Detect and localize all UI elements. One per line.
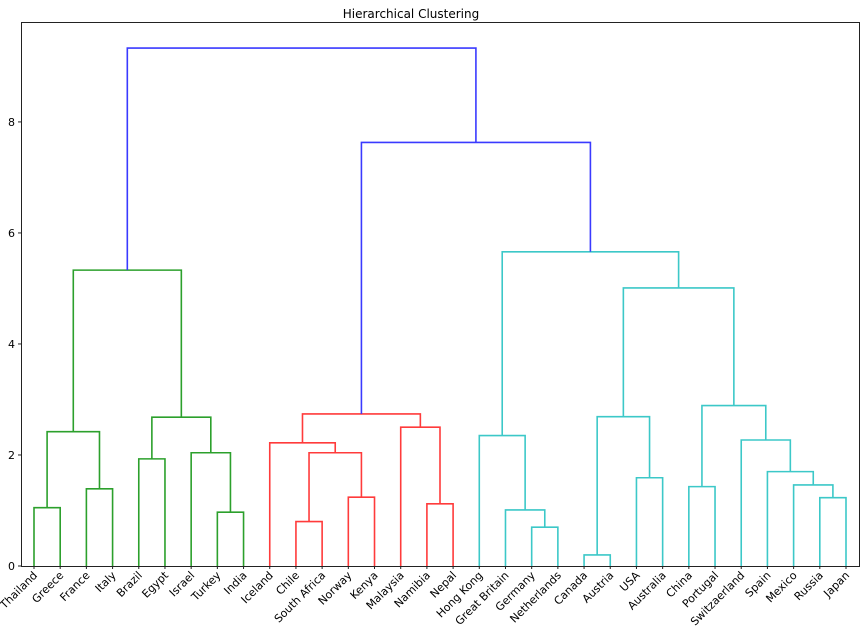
leaf-label: Japan [821,569,853,601]
dendrogram-link [151,416,212,459]
dendrogram-link [478,434,526,566]
dendrogram-link [740,439,792,566]
dendrogram-link [190,451,232,566]
dendrogram-link [301,413,422,443]
y-tick-label: 0 [8,560,15,573]
y-tick-label: 6 [8,227,15,240]
dendrogram-link [216,511,245,566]
dendrogram-link [635,476,664,566]
dendrogram-link [72,269,183,432]
dendrogram-link [583,554,612,566]
chart-title: Hierarchical Clustering [343,7,479,21]
dendrogram-link [504,509,546,566]
dendrogram-link [501,251,680,436]
dendrogram-link [137,458,166,566]
plot-frame [21,22,860,567]
leaf-label: Turkey [188,569,224,605]
dendrogram-link [126,47,477,271]
dendrogram-link [596,415,651,555]
dendrogram-link [46,430,101,508]
dendrogram-link [530,526,559,566]
dendrogram-link [399,426,441,566]
dendrogram-link [347,496,376,566]
y-tick-label: 2 [8,449,15,462]
leaf-label: Egypt [139,568,171,600]
dendrogram-link [701,404,767,487]
leaf-label: Russia [792,569,826,603]
dendrogram-link [33,506,61,566]
dendrogram-link [426,503,454,566]
dendrogram-link [688,485,716,566]
y-tick-label: 4 [8,338,15,351]
dendrogram-link [85,488,114,566]
leaf-label: France [57,569,92,604]
dendrogram-link [766,470,815,566]
dendrogram-link [295,520,323,566]
dendrogram-link [268,441,337,566]
y-axis: 0 2 4 6 8 [8,116,22,573]
dendrogram-link [819,496,847,566]
dendrogram-link [360,141,592,414]
leaf-label: Brazil [114,569,145,600]
dendrogram-links [33,47,847,566]
dendrogram-link [622,287,735,417]
dendrogram-link [308,451,363,522]
y-tick-label: 8 [8,116,15,129]
